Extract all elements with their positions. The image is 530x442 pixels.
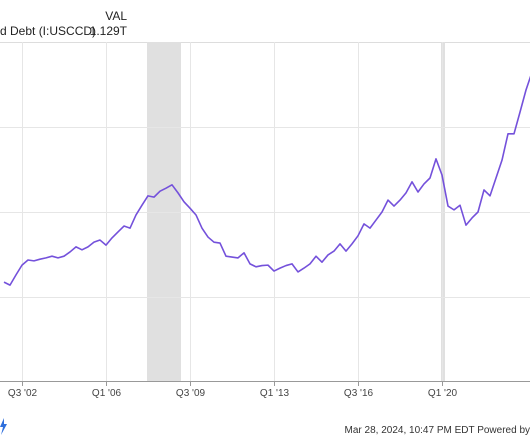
footer: Mar 28, 2024, 10:47 PM EDT Powered by: [345, 425, 530, 436]
series-label: d Debt (I:USCCD): [0, 24, 96, 38]
column-header: VAL: [105, 9, 127, 23]
x-tick-label: Q3 '16: [344, 388, 374, 399]
latest-value: 1.129T: [90, 24, 128, 38]
x-tick-label: Q1 '20: [428, 388, 458, 399]
x-tick-label: Q3 '02: [8, 388, 38, 399]
logo-icon: [0, 418, 7, 435]
x-tick-label: Q3 '09: [176, 388, 206, 399]
x-tick-label: Q1 '13: [260, 388, 290, 399]
x-tick-label: Q1 '06: [92, 388, 122, 399]
data-line: [3, 75, 530, 286]
